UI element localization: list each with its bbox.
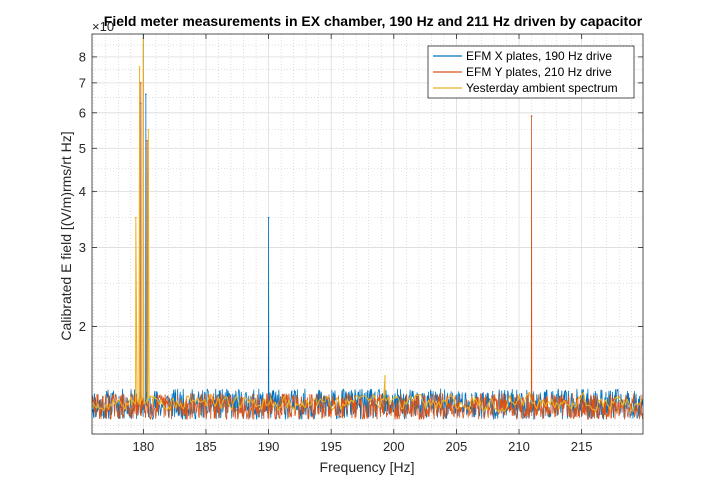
minor-grid — [92, 34, 643, 434]
plot-frame — [91, 33, 644, 435]
y-tick-label: 2 — [79, 319, 86, 334]
x-tick-label: 190 — [258, 439, 280, 454]
x-tick-label: 215 — [571, 439, 593, 454]
chart-title: Field meter measurements in EX chamber, … — [104, 13, 643, 29]
legend-label-ambient: Yesterday ambient spectrum — [466, 81, 618, 95]
x-tick-label: 205 — [446, 439, 468, 454]
x-tick-label: 210 — [508, 439, 530, 454]
y-tick-label: 7 — [79, 75, 86, 90]
y-tick-label: 8 — [79, 49, 86, 64]
legend-label-efm-y: EFM Y plates, 210 Hz drive — [466, 65, 612, 79]
x-tick-label: 200 — [383, 439, 405, 454]
y-tick-label: 5 — [79, 141, 86, 156]
series-2-peak-point — [135, 216, 137, 219]
series-0-peak-point — [145, 93, 147, 96]
y-axis-ticks: 2 3 4 5 6 7 8 — [79, 49, 643, 334]
legend-label-efm-x: EFM X plates, 190 Hz drive — [466, 49, 612, 63]
series-layer — [92, 34, 643, 420]
series-0-peak-point — [267, 216, 270, 219]
series-line-2 — [92, 37, 643, 413]
legend-box — [427, 45, 635, 99]
series-2-peak-point — [147, 128, 150, 131]
x-tick-label: 185 — [195, 439, 217, 454]
series-line-0 — [92, 34, 643, 420]
y-tick-label: 4 — [79, 184, 86, 199]
y-tick-label: 6 — [79, 105, 86, 120]
y-exponent-label: ×10 — [92, 19, 114, 34]
series-1-peak-point — [530, 115, 533, 117]
x-tick-label: 195 — [320, 439, 342, 454]
legend: EFM X plates, 190 Hz drive EFM Y plates,… — [427, 45, 635, 99]
y-tick-label: 3 — [79, 240, 86, 255]
series-1-peak-point — [140, 82, 142, 84]
series-line-1 — [92, 44, 643, 420]
x-axis-label: Frequency [Hz] — [320, 459, 415, 475]
series-2-peak-point — [138, 66, 141, 68]
x-tick-label: 180 — [132, 439, 154, 454]
x-axis-ticks: 180 185 190 195 200 205 210 215 — [132, 34, 592, 454]
series-2-peak-point — [384, 375, 386, 377]
y-axis-label: Calibrated E field [(V/m)rms/rt Hz] — [58, 131, 74, 340]
series-1-peak-point — [146, 139, 148, 142]
